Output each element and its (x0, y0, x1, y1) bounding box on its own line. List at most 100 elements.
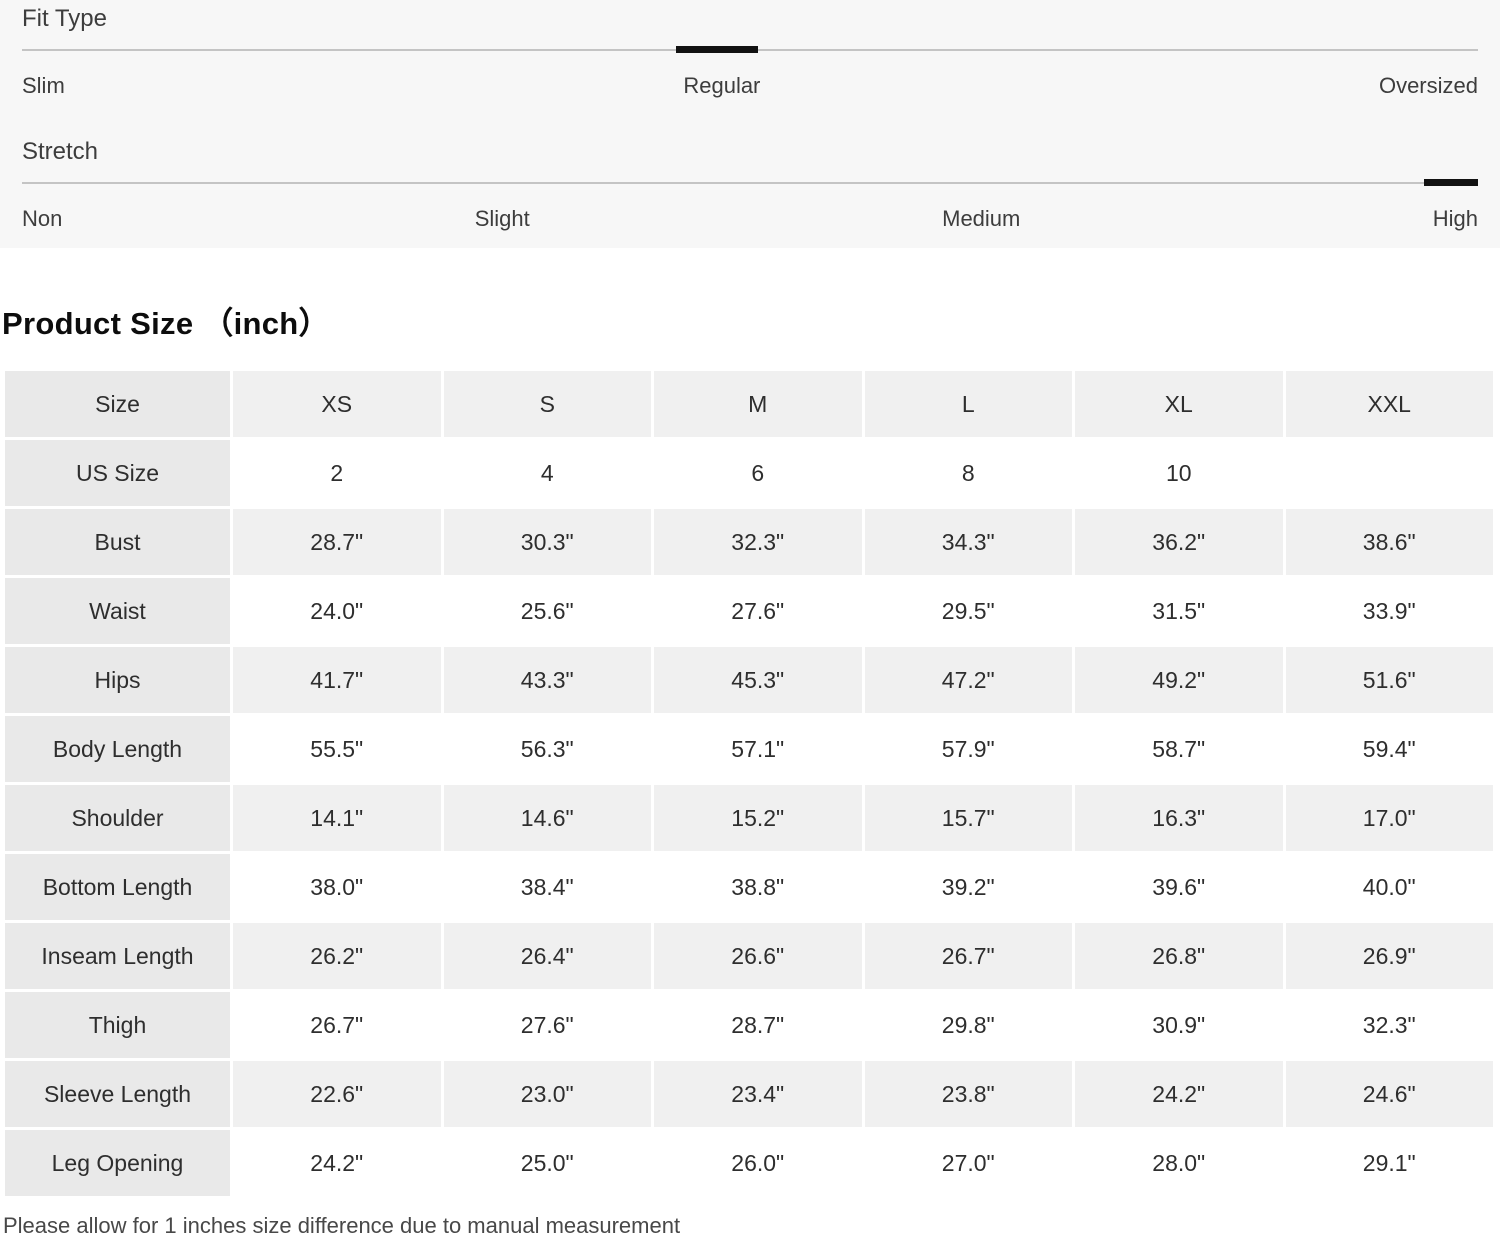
table-cell: 28.7" (654, 992, 862, 1058)
column-header-xs: XS (233, 371, 441, 437)
table-cell: 38.4" (443, 854, 651, 920)
table-cell: 33.9" (1285, 578, 1493, 644)
table-row-shoulder: Shoulder 14.1" 14.6" 15.2" 15.7" 16.3" 17.0" (5, 785, 1493, 851)
table-row-bottom-length: Bottom Length 38.0" 38.4" 38.8" 39.2" 39.6" 40… (5, 854, 1493, 920)
table-cell: 32.3" (1285, 992, 1493, 1058)
table-row-body-length: Body Length 55.5" 56.3" 57.1" 57.9" 58.7" 59.4… (5, 716, 1493, 782)
size-chart-body: US Size 2 4 6 8 10 Bust 28.7" 30.3" 32.3" 34.3" 36.… (5, 440, 1493, 1196)
table-cell: 27.6" (443, 992, 651, 1058)
column-header-xl: XL (1075, 371, 1283, 437)
fit-type-option-regular: Regular (683, 73, 761, 98)
row-header: Body Length (5, 716, 230, 782)
table-cell: 8 (864, 440, 1072, 506)
table-cell: 15.2" (654, 785, 862, 851)
fit-type-option-slim: Slim (22, 73, 65, 98)
row-header: Waist (5, 578, 230, 644)
table-cell: 6 (654, 440, 862, 506)
table-cell: 31.5" (1075, 578, 1283, 644)
table-cell: 47.2" (864, 647, 1072, 713)
size-chart-title: Product Size （inch） (2, 306, 330, 341)
table-cell: 30.9" (1075, 992, 1283, 1058)
row-header: Sleeve Length (5, 1061, 230, 1127)
table-cell: 29.5" (864, 578, 1072, 644)
fit-type-scale: Fit Type Slim Regular Oversized (22, 4, 1478, 100)
table-cell: 55.5" (233, 716, 441, 782)
row-header: Hips (5, 647, 230, 713)
table-cell: 27.6" (654, 578, 862, 644)
table-cell: 38.6" (1285, 509, 1493, 575)
table-row-waist: Waist 24.0" 25.6" 27.6" 29.5" 31.5" 33.9" (5, 578, 1493, 644)
stretch-option-non: Non (22, 206, 63, 231)
table-cell: 25.6" (443, 578, 651, 644)
column-header-s: S (443, 371, 651, 437)
table-cell: 26.9" (1285, 923, 1493, 989)
table-cell: 28.7" (233, 509, 441, 575)
table-cell: 4 (443, 440, 651, 506)
table-cell: 16.3" (1075, 785, 1283, 851)
row-header: Bust (5, 509, 230, 575)
fit-type-selected-marker (675, 46, 758, 53)
fit-attributes-section: Fit Type Slim Regular Oversized Stretch … (0, 0, 1500, 248)
stretch-option-medium: Medium (942, 206, 1021, 231)
table-cell: 49.2" (1075, 647, 1283, 713)
table-cell: 28.0" (1075, 1130, 1283, 1196)
table-cell: 24.0" (233, 578, 441, 644)
measurement-note: Please allow for 1 inches size differenc… (3, 1213, 681, 1238)
fit-type-track (22, 46, 1478, 53)
stretch-options: Non Slight Medium High (22, 205, 1478, 233)
table-cell: 24.2" (233, 1130, 441, 1196)
table-row-thigh: Thigh 26.7" 27.6" 28.7" 29.8" 30.9" 32.3" (5, 992, 1493, 1058)
fit-type-options: Slim Regular Oversized (22, 72, 1478, 100)
table-cell: 58.7" (1075, 716, 1283, 782)
table-cell: 24.6" (1285, 1061, 1493, 1127)
header-row: Size XS S M L XL XXL (5, 371, 1493, 437)
stretch-track (22, 179, 1478, 186)
table-cell: 39.6" (1075, 854, 1283, 920)
table-cell: 57.1" (654, 716, 862, 782)
column-header-xxl: XXL (1285, 371, 1493, 437)
stretch-option-high: High (1432, 206, 1478, 231)
table-row-leg-opening: Leg Opening 24.2" 25.0" 26.0" 27.0" 28.0" 29.1… (5, 1130, 1493, 1196)
table-cell: 51.6" (1285, 647, 1493, 713)
row-header: US Size (5, 440, 230, 506)
stretch-scale: Stretch Non Slight Medium High (22, 137, 1478, 233)
table-cell: 14.1" (233, 785, 441, 851)
table-cell: 29.8" (864, 992, 1072, 1058)
table-cell: 41.7" (233, 647, 441, 713)
table-cell: 22.6" (233, 1061, 441, 1127)
table-row-us-size: US Size 2 4 6 8 10 (5, 440, 1493, 506)
row-header: Leg Opening (5, 1130, 230, 1196)
table-row-bust: Bust 28.7" 30.3" 32.3" 34.3" 36.2" 38.6" (5, 509, 1493, 575)
table-cell (1285, 440, 1493, 506)
table-cell: 26.0" (654, 1130, 862, 1196)
table-row-sleeve-length: Sleeve Length 22.6" 23.0" 23.4" 23.8" 24.2" 24… (5, 1061, 1493, 1127)
table-cell: 39.2" (864, 854, 1072, 920)
table-cell: 38.0" (233, 854, 441, 920)
table-cell: 29.1" (1285, 1130, 1493, 1196)
table-cell: 23.8" (864, 1061, 1072, 1127)
row-header: Bottom Length (5, 854, 230, 920)
column-header-l: L (864, 371, 1072, 437)
table-cell: 59.4" (1285, 716, 1493, 782)
table-cell: 23.4" (654, 1061, 862, 1127)
row-header: Shoulder (5, 785, 230, 851)
table-cell: 26.6" (654, 923, 862, 989)
table-cell: 30.3" (443, 509, 651, 575)
table-cell: 23.0" (443, 1061, 651, 1127)
table-cell: 2 (233, 440, 441, 506)
fit-type-title: Fit Type (22, 5, 107, 32)
stretch-track-line (22, 182, 1478, 184)
table-cell: 14.6" (443, 785, 651, 851)
table-cell: 45.3" (654, 647, 862, 713)
table-cell: 43.3" (443, 647, 651, 713)
table-cell: 26.8" (1075, 923, 1283, 989)
table-row-inseam-length: Inseam Length 26.2" 26.4" 26.6" 26.7" 26.8" 26… (5, 923, 1493, 989)
table-cell: 40.0" (1285, 854, 1493, 920)
stretch-title: Stretch (22, 138, 99, 165)
table-cell: 26.4" (443, 923, 651, 989)
table-row-hips: Hips 41.7" 43.3" 45.3" 47.2" 49.2" 51.6" (5, 647, 1493, 713)
table-cell: 32.3" (654, 509, 862, 575)
row-header: Thigh (5, 992, 230, 1058)
corner-header-size: Size (5, 371, 230, 437)
